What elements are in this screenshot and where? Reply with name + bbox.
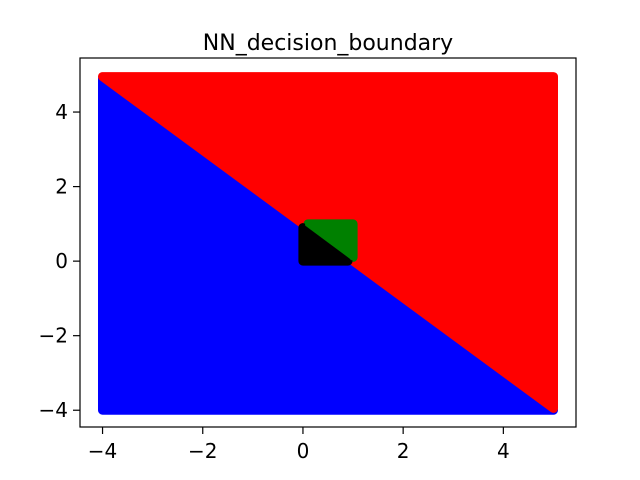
x-tick-label-1: −2	[188, 439, 217, 463]
y-tick-label-4: 4	[55, 100, 68, 124]
x-tick-label-2: 0	[297, 439, 310, 463]
x-tick-label-0: −4	[88, 439, 117, 463]
plot-area	[98, 72, 558, 415]
y-tick-label-0: −4	[39, 398, 68, 422]
y-axis: −4 −2 0 2 4	[39, 100, 80, 422]
center-triangle-1	[299, 224, 351, 265]
chart-title: NN_decision_boundary	[203, 31, 453, 56]
x-axis: −4 −2 0 2 4	[88, 427, 510, 463]
center-triangle-0	[305, 220, 357, 261]
y-tick-label-2: 0	[55, 249, 68, 273]
y-tick-label-3: 2	[55, 175, 68, 199]
x-tick-label-3: 2	[397, 439, 410, 463]
x-tick-label-4: 4	[497, 439, 510, 463]
y-tick-label-1: −2	[39, 324, 68, 348]
axes-frame	[79, 57, 577, 428]
